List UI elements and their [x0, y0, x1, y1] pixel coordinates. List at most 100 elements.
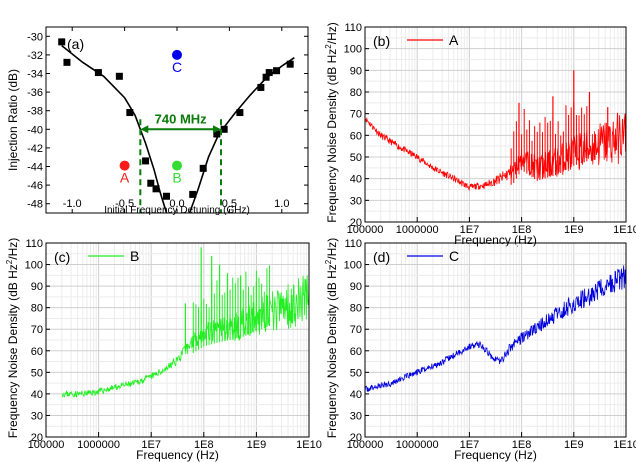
panel-label: (a) [67, 36, 84, 52]
y-axis-label-tail: /Hz) [325, 238, 339, 260]
y-tick-label: 50 [350, 367, 362, 379]
bracket-arrowhead-left [140, 125, 149, 134]
y-tick-label: -40 [27, 124, 43, 136]
data-point [189, 190, 197, 198]
y-tick-label: 20 [31, 432, 43, 444]
y-tick-label: -38 [27, 106, 43, 118]
y-axis-label-tail: /Hz) [325, 22, 339, 44]
y-tick-label: 70 [350, 324, 362, 336]
y-axis-label-sup: 2 [324, 44, 333, 49]
x-tick-label: 1E7 [460, 224, 480, 236]
y-tick-label: -46 [27, 180, 43, 192]
data-point [262, 73, 270, 81]
y-tick-label: 110 [344, 238, 362, 250]
x-tick-label: 1000000 [77, 439, 120, 451]
y-axis-label: Frequency Noise Density (dB Hz2/Hz) [324, 238, 339, 439]
x-tick-label: 0.0 [169, 198, 184, 210]
y-tick-label: 20 [350, 432, 362, 444]
y-tick-label: 70 [31, 324, 43, 336]
x-axis-label: Initial Frequency Detuning (GHz) [104, 205, 250, 216]
fit-curve-right [188, 57, 295, 214]
x-tick-label: -1.0 [63, 198, 82, 210]
marker-c [172, 49, 182, 60]
y-axis-label-sup: 2 [324, 259, 333, 264]
data-point [265, 69, 273, 77]
fit-curve-left [61, 44, 168, 214]
y-tick-label: 20 [350, 217, 362, 229]
y-axis-label-main: Frequency Noise Density (dB Hz [6, 264, 20, 438]
y-tick-label: 60 [350, 346, 362, 358]
y-tick-label: 60 [31, 346, 43, 358]
y-tick-label: 110 [25, 238, 43, 250]
marker-label-c: C [172, 59, 182, 75]
noise-trace [364, 112, 627, 192]
y-tick-label: 60 [350, 130, 362, 142]
x-tick-label: 1E8 [194, 439, 214, 451]
y-tick-label: 50 [350, 152, 362, 164]
y-tick-label: 40 [350, 174, 362, 186]
data-point [63, 58, 71, 66]
data-point [220, 125, 228, 133]
x-tick-label: 0.5 [222, 198, 237, 210]
data-point [163, 192, 171, 200]
y-axis-label: Frequency Noise Density (dB Hz2/Hz) [324, 22, 339, 223]
data-point [273, 67, 281, 75]
data-point [199, 164, 207, 172]
y-tick-label: 110 [344, 22, 362, 34]
x-tick-label: 1E7 [460, 439, 480, 451]
y-tick-label: 70 [350, 109, 362, 121]
data-point [147, 179, 155, 187]
legend-label: C [449, 248, 459, 264]
y-tick-label: 80 [31, 303, 43, 315]
plot-frame [364, 242, 627, 438]
y-tick-label: 100 [344, 260, 362, 272]
data-point [257, 83, 265, 91]
y-axis-label: Injection Ratio (dB) [6, 69, 20, 171]
x-tick-label: 1E7 [141, 439, 161, 451]
data-point [152, 185, 160, 193]
y-tick-label: 40 [31, 389, 43, 401]
x-tick-label: 1000000 [396, 224, 439, 236]
noise-trace [364, 262, 627, 393]
y-tick-label: -44 [27, 162, 43, 174]
y-tick-label: 80 [350, 87, 362, 99]
bracket-arrowhead-right [213, 125, 222, 134]
x-tick-label: 1E10 [613, 439, 636, 451]
bracket-label: 740 MHz [155, 111, 208, 126]
x-tick-label: -0.5 [115, 198, 134, 210]
x-axis-label: Frequency (Hz) [454, 448, 537, 462]
panel-c: 20 30 40 50 60 70 80 90 100 110 100000 1000000 1E7 1E… [5, 238, 322, 462]
data-point [115, 72, 123, 80]
plot-frame [45, 242, 310, 438]
y-tick-label: 30 [31, 410, 43, 422]
y-tick-label: 30 [350, 195, 362, 207]
x-tick-label: 1000000 [396, 439, 439, 451]
y-axis-label-sup: 2 [5, 259, 14, 264]
panel-label: (b) [373, 33, 390, 49]
y-tick-label: 90 [350, 281, 362, 293]
y-axis-label-tail: /Hz) [6, 238, 20, 260]
data-point [126, 109, 134, 117]
data-point [94, 69, 102, 77]
panel-a: 740 MHz A B C -48 -46 -44 -42 -40 -38 -36 -34 -32 -30… [6, 26, 309, 216]
x-tick-label: 1E9 [564, 439, 584, 451]
panel-label: (d) [373, 249, 390, 265]
y-tick-label: -36 [27, 87, 43, 99]
x-tick-label: 100000 [28, 439, 65, 451]
legend-label: A [449, 32, 459, 48]
x-tick-label: 100000 [347, 224, 384, 236]
y-axis-label-main: Frequency Noise Density (dB Hz [325, 264, 339, 438]
x-tick-label: 100000 [347, 439, 384, 451]
y-tick-label: 100 [344, 44, 362, 56]
y-tick-label: 30 [350, 410, 362, 422]
y-tick-label: -32 [27, 50, 43, 62]
x-tick-label: 1E10 [613, 224, 636, 236]
legend-label: B [130, 248, 139, 264]
plot-frame [364, 26, 627, 223]
y-tick-label: -48 [27, 199, 43, 211]
y-tick-label: 90 [350, 65, 362, 77]
y-tick-label: 100 [25, 260, 43, 272]
marker-b [172, 160, 182, 171]
panel-d: 20 30 40 50 60 70 80 90 100 110 100000 1000000 1E7 1E… [324, 238, 636, 462]
